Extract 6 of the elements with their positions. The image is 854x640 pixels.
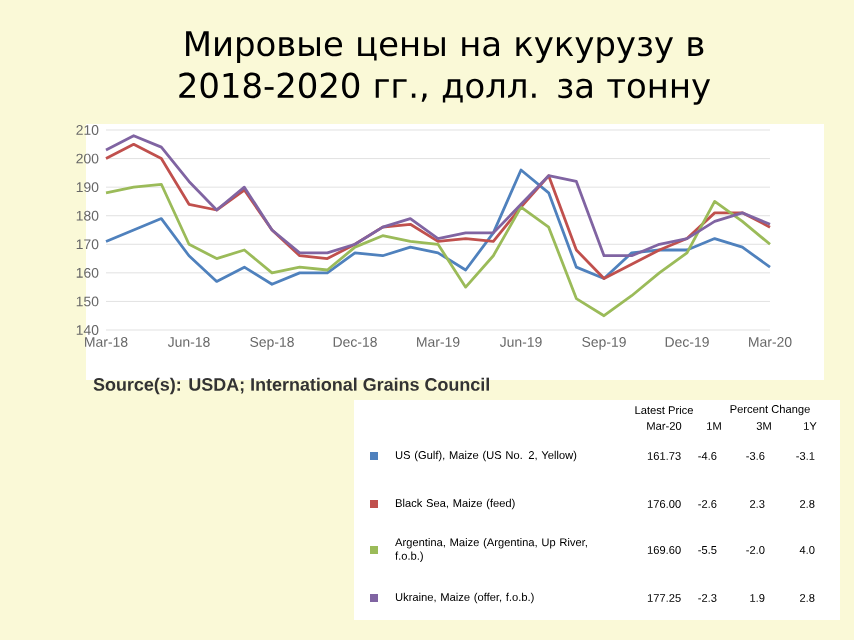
line-series	[104, 134, 772, 258]
line-series	[104, 142, 772, 280]
chart-title: Мировые цены на кукурузу в 2018-2020 гг., долл. за тонну	[179, 31, 711, 105]
source-note: Source(s): USDA; International Grains Council	[93, 377, 489, 395]
line-series	[104, 182, 772, 318]
line-series	[104, 168, 772, 286]
